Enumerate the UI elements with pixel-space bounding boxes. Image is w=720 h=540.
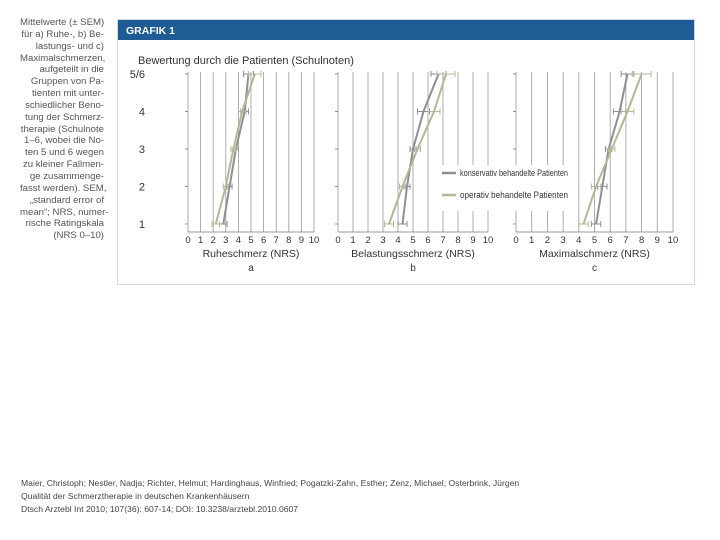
x-tick-label: 6 <box>261 235 266 246</box>
y-tick-label: 1 <box>139 219 145 231</box>
x-tick-label: 1 <box>198 235 203 246</box>
legend-label-konservativ: konservativ behandelte Patienten <box>460 168 568 179</box>
panel-letter: a <box>248 263 254 274</box>
x-tick-label: 7 <box>440 235 445 246</box>
citation-authors: Maier, Christoph; Nestler, Nadja; Richte… <box>21 478 520 488</box>
x-axis-label: Ruheschmerz (NRS) <box>203 248 300 260</box>
caption-line: Mittelwerte (± SEM) <box>20 17 105 28</box>
caption-line: für a) Ruhe-, b) Be- <box>21 28 104 40</box>
x-tick-label: 7 <box>274 235 279 246</box>
figure-header-label: GRAFIK 1 <box>126 25 175 37</box>
x-tick-label: 2 <box>365 235 370 246</box>
x-tick-label: 3 <box>380 235 385 246</box>
caption-line: mean“; NRS, numer- <box>20 206 109 218</box>
caption-line: tung der Schmerz- <box>25 111 104 123</box>
citation: Maier, Christoph; Nestler, Nadja; Richte… <box>21 477 519 516</box>
x-tick-label: 0 <box>513 235 518 246</box>
x-tick-label: 9 <box>470 235 475 246</box>
caption-line: fasst werden). SEM, <box>20 182 107 194</box>
y-tick-label: 5/6 <box>130 69 145 81</box>
x-tick-label: 7 <box>623 235 628 246</box>
citation-title: Qualität der Schmerztherapie in deutsche… <box>21 491 250 501</box>
caption-line: ge zusammenge- <box>29 170 104 182</box>
panel-letter: c <box>592 263 597 274</box>
caption-line: tienten mit unter- <box>32 88 104 100</box>
x-tick-label: 10 <box>309 235 320 246</box>
x-tick-label: 5 <box>410 235 415 246</box>
x-tick-label: 3 <box>560 235 565 246</box>
caption-line: Maximalschmerzen, <box>20 52 106 64</box>
x-tick-label: 8 <box>639 235 644 246</box>
panel-letter: b <box>410 263 416 274</box>
y-tick-label: 2 <box>139 182 145 194</box>
x-tick-label: 5 <box>248 235 253 246</box>
x-tick-label: 4 <box>395 235 400 246</box>
x-tick-label: 4 <box>576 235 581 246</box>
figure-header-bar <box>118 20 694 40</box>
x-tick-label: 9 <box>655 235 660 246</box>
x-axis-label: Belastungsschmerz (NRS) <box>351 248 475 260</box>
y-tick-label: 4 <box>139 107 145 119</box>
legend-box <box>440 165 568 211</box>
x-tick-label: 10 <box>668 235 679 246</box>
x-tick-label: 0 <box>335 235 340 246</box>
x-tick-label: 10 <box>483 235 494 246</box>
caption-line: aufgeteilt in die <box>39 64 104 76</box>
caption-line: zu kleiner Fallmen- <box>22 159 104 171</box>
caption-line: ten 5 und 6 wegen <box>25 147 104 159</box>
chart-svg: GRAFIK 1 Bewertung durch die Patienten (… <box>118 20 694 274</box>
legend-label-operativ: operativ behandelte Patienten <box>460 190 568 201</box>
citation-source: Dtsch Arztebl Int 2010; 107(36): 607-14;… <box>21 504 299 514</box>
caption-line: schiedlicher Beno- <box>25 99 104 111</box>
caption-line: 1–6, wobei die No- <box>24 135 104 147</box>
caption-line: „standard error of <box>29 194 104 206</box>
caption-line: rische Ratingskala <box>25 218 104 230</box>
x-tick-label: 2 <box>545 235 550 246</box>
figure-panel: GRAFIK 1 Bewertung durch die Patienten (… <box>117 19 695 285</box>
x-tick-label: 8 <box>455 235 460 246</box>
figure-caption: Mittelwerte (± SEM) für a) Ruhe-, b) Be-l… <box>20 17 109 242</box>
x-tick-label: 6 <box>425 235 430 246</box>
y-tick-label: 3 <box>139 144 145 156</box>
x-tick-label: 4 <box>236 235 241 246</box>
caption-line: Gruppen von Pa- <box>30 76 104 88</box>
x-tick-label: 5 <box>592 235 597 246</box>
x-tick-label: 8 <box>286 235 291 246</box>
x-tick-label: 0 <box>185 235 190 246</box>
caption-line: lastungs- und c) <box>35 40 104 52</box>
x-tick-label: 1 <box>350 235 355 246</box>
x-tick-label: 1 <box>529 235 534 246</box>
x-tick-label: 2 <box>211 235 216 246</box>
x-axis-label: Maximalschmerz (NRS) <box>539 248 650 260</box>
x-tick-label: 6 <box>608 235 613 246</box>
x-tick-label: 3 <box>223 235 228 246</box>
x-tick-label: 9 <box>299 235 304 246</box>
caption-line: therapie (Schulnote <box>20 123 104 135</box>
chart-title: Bewertung durch die Patienten (Schulnote… <box>138 55 354 67</box>
caption-line: (NRS 0–10) <box>53 230 104 242</box>
